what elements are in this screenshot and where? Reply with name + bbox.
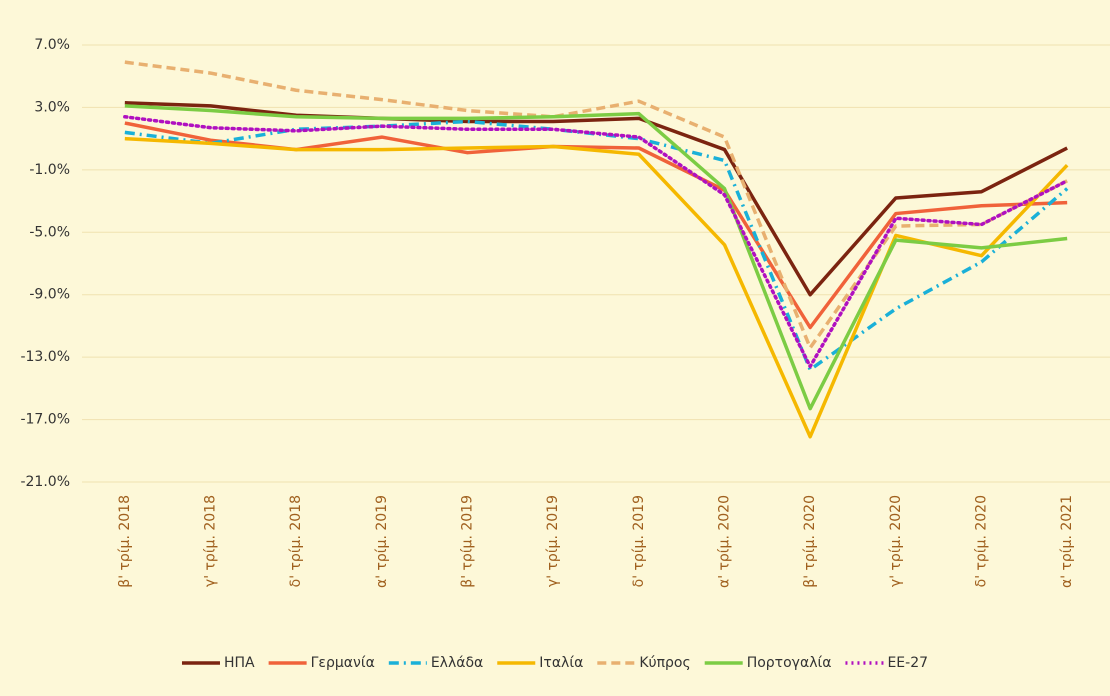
x-tick-label: β' τρίμ. 2019 xyxy=(460,495,476,588)
series-line xyxy=(124,60,1068,350)
x-tick-label: γ' τρίμ. 2018 xyxy=(203,495,219,587)
x-tick-label: β' τρίμ. 2018 xyxy=(117,495,133,588)
y-tick-label: -13.0% xyxy=(20,349,70,365)
legend-label: ΕΕ-27 xyxy=(887,655,928,671)
y-tick-label: 3.0% xyxy=(34,99,70,115)
y-tick-label: -1.0% xyxy=(29,162,70,178)
x-tick-label: α' τρίμ. 2019 xyxy=(374,495,390,588)
x-tick-label: α' τρίμ. 2020 xyxy=(717,495,733,588)
x-tick-label: δ' τρίμ. 2018 xyxy=(288,495,304,587)
legend-label: Πορτογαλία xyxy=(747,655,832,671)
y-tick-label: -9.0% xyxy=(29,287,70,303)
y-tick-label: 7.0% xyxy=(34,37,70,53)
legend-label: Κύπρος xyxy=(639,655,690,671)
y-tick-label: -21.0% xyxy=(20,474,70,490)
series-line xyxy=(123,115,1069,369)
x-tick-label: γ' τρίμ. 2020 xyxy=(888,495,904,587)
x-tick-label: δ' τρίμ. 2020 xyxy=(974,495,990,587)
x-tick-label: β' τρίμ. 2020 xyxy=(802,495,818,588)
x-tick-label: δ' τρίμ. 2019 xyxy=(631,495,647,587)
y-tick-label: -5.0% xyxy=(29,224,70,240)
x-tick-label: α' τρίμ. 2021 xyxy=(1059,495,1075,588)
legend-label: Ελλάδα xyxy=(431,655,483,671)
legend: ΗΠΑ Γερμανία Ελλάδα Ιταλία Κύπρος Πορτογαλία Ε… xyxy=(181,655,928,671)
y-tick-label: -17.0% xyxy=(20,412,70,428)
legend-label: ΗΠΑ xyxy=(224,655,255,671)
series-line xyxy=(124,100,1068,297)
legend-label: Ιταλία xyxy=(539,655,583,671)
series-line xyxy=(124,104,1068,411)
x-tick-label: γ' τρίμ. 2019 xyxy=(545,495,561,587)
legend-label: Γερμανία xyxy=(311,655,375,671)
series-line xyxy=(124,136,1069,439)
